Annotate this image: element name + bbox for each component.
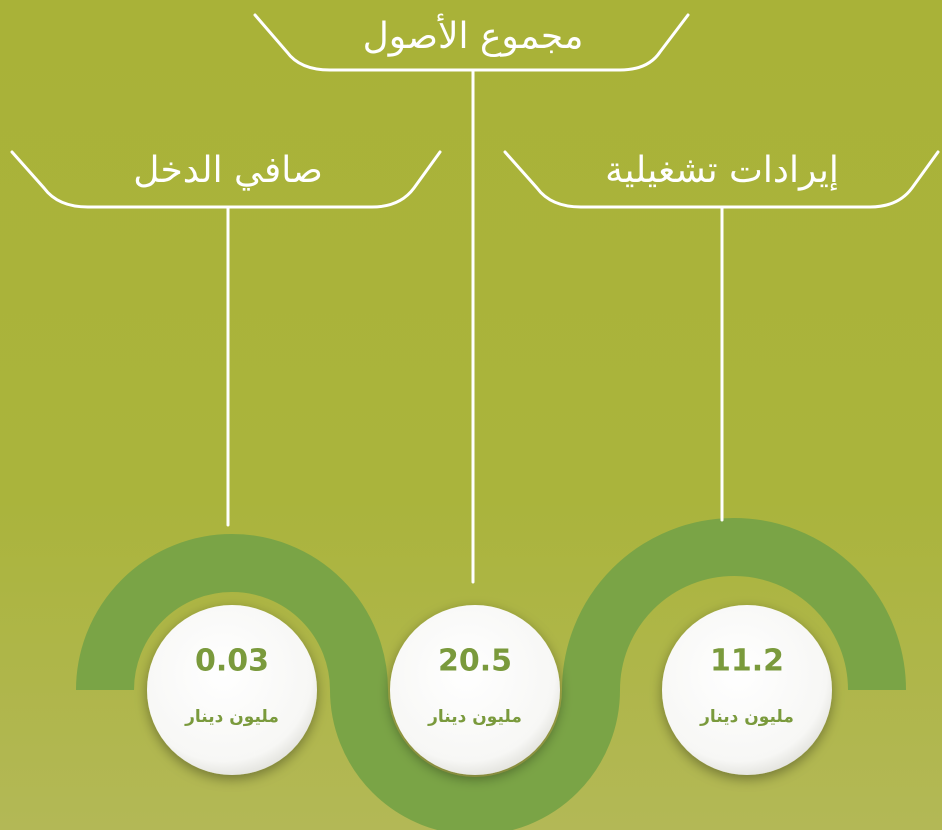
item-label: إيرادات تشغيلية (605, 150, 839, 191)
item-label: مجموع الأصول (363, 13, 584, 57)
value-disc (390, 605, 560, 775)
item-unit: مليون دينار (427, 707, 522, 727)
page: صافي الدخل 0.03 مليون دينار مجموع الأصول 20.… (0, 0, 942, 830)
item-value: 20.5 (438, 644, 512, 679)
item-unit: مليون دينار (184, 707, 279, 727)
value-disc (147, 605, 317, 775)
item-value: 11.2 (710, 644, 784, 679)
item-value: 0.03 (195, 644, 269, 679)
infographic: صافي الدخل 0.03 مليون دينار مجموع الأصول 20.… (0, 0, 942, 830)
item-unit: مليون دينار (699, 707, 794, 727)
value-disc (662, 605, 832, 775)
item-label: صافي الدخل (133, 150, 323, 191)
